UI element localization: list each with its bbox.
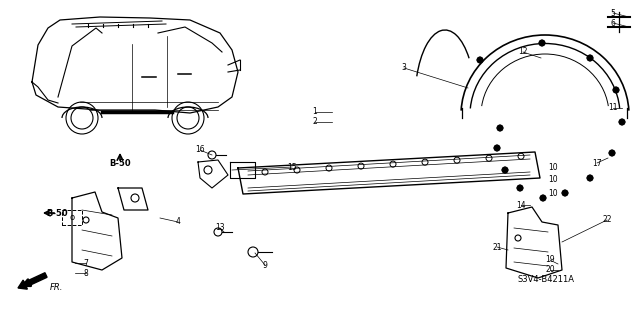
Circle shape	[587, 175, 593, 181]
Text: 1: 1	[312, 108, 317, 116]
Circle shape	[613, 87, 619, 93]
Text: 7: 7	[84, 258, 88, 268]
Text: 12: 12	[518, 48, 528, 56]
Circle shape	[619, 119, 625, 125]
Circle shape	[562, 190, 568, 196]
Text: 9: 9	[262, 261, 268, 270]
Text: o: o	[69, 213, 75, 222]
Text: 21: 21	[492, 242, 502, 251]
Text: 13: 13	[215, 224, 225, 233]
Text: 10: 10	[548, 189, 557, 197]
Text: 2: 2	[312, 117, 317, 127]
Circle shape	[494, 145, 500, 151]
Text: 14: 14	[516, 201, 526, 210]
Circle shape	[587, 55, 593, 61]
Text: 20: 20	[545, 265, 555, 275]
Circle shape	[517, 185, 523, 191]
Text: 3: 3	[401, 63, 406, 72]
Text: FR.: FR.	[50, 283, 63, 292]
Text: 22: 22	[602, 216, 612, 225]
Text: 17: 17	[592, 159, 602, 167]
Circle shape	[497, 125, 503, 131]
Bar	[62, 210, 82, 225]
Text: 15: 15	[287, 162, 297, 172]
Circle shape	[539, 40, 545, 46]
Text: 5: 5	[611, 9, 616, 18]
Text: S3V4-B4211A: S3V4-B4211A	[518, 276, 575, 285]
Circle shape	[502, 167, 508, 173]
Text: B-50: B-50	[46, 209, 68, 218]
Text: 10: 10	[548, 175, 557, 184]
Text: 6: 6	[611, 19, 616, 27]
Text: 16: 16	[195, 145, 205, 154]
Text: 19: 19	[545, 256, 555, 264]
Circle shape	[477, 57, 483, 63]
FancyArrow shape	[18, 273, 47, 289]
Text: 4: 4	[175, 218, 180, 226]
Text: 10: 10	[548, 164, 557, 173]
Circle shape	[609, 150, 615, 156]
Circle shape	[540, 195, 546, 201]
Text: 11: 11	[608, 103, 618, 113]
Text: 8: 8	[84, 269, 88, 278]
Text: B-50: B-50	[109, 159, 131, 167]
